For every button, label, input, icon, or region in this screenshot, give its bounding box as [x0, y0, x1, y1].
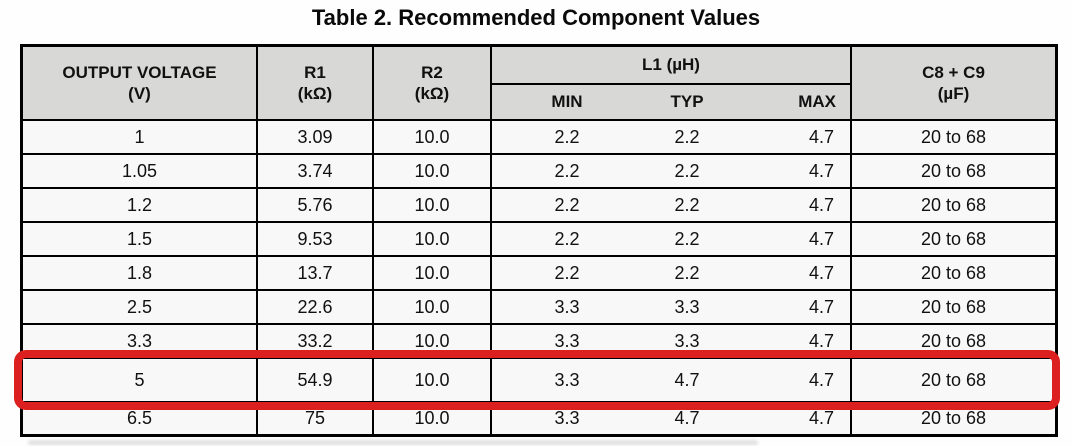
table-row: 1.05 3.74 10.0 2.2 2.2 4.7 20 to 68 — [23, 155, 1055, 189]
header-r2-line2: (kΩ) — [414, 84, 450, 103]
header-l1-max: MAX — [798, 92, 836, 111]
cell-output-voltage: 1.2 — [23, 189, 258, 221]
cell-r2: 10.0 — [374, 325, 492, 357]
table-title: Table 2. Recommended Component Values — [311, 5, 761, 30]
cell-l1-min: 2.2 — [554, 160, 580, 181]
cell-r2: 10.0 — [374, 257, 492, 289]
header-l1-label: L1 (µH) — [492, 47, 850, 85]
table-row: 1 3.09 10.0 2.2 2.2 4.7 20 to 68 — [23, 121, 1055, 155]
table-row: 1.5 9.53 10.0 2.2 2.2 4.7 20 to 68 — [23, 223, 1055, 257]
cell-r2: 10.0 — [374, 189, 492, 221]
cell-l1-min: 3.3 — [554, 408, 580, 428]
cell-l1-typ: 3.3 — [674, 330, 700, 351]
cell-c8-c9: 20 to 68 — [920, 160, 987, 181]
header-output-voltage: OUTPUT VOLTAGE (V) — [23, 47, 258, 119]
cell-r2: 10.0 — [374, 291, 492, 323]
cell-l1-max: 4.7 — [732, 189, 852, 221]
cell-r1: 5.76 — [258, 189, 374, 221]
table-header: OUTPUT VOLTAGE (V) R1 (kΩ) R2 (kΩ) L1 (µ… — [23, 47, 1055, 121]
cell-c8-c9: 20 to 68 — [920, 408, 987, 428]
header-c8-c9-line2: (µF) — [937, 84, 970, 103]
table-row: 3.3 33.2 10.0 3.3 3.3 4.7 20 to 68 — [23, 325, 1055, 359]
header-c8-c9: C8 + C9 (µF) — [852, 47, 1055, 119]
cell-c8-c9: 20 to 68 — [920, 330, 987, 351]
component-values-table: OUTPUT VOLTAGE (V) R1 (kΩ) R2 (kΩ) L1 (µ… — [20, 44, 1058, 437]
cell-l1-typ: 3.3 — [674, 296, 700, 317]
cell-c8-c9: 20 to 68 — [920, 194, 987, 215]
header-r1-line1: R1 — [304, 62, 326, 82]
cell-r2: 10.0 — [374, 359, 492, 401]
cell-r2: 10.0 — [374, 223, 492, 255]
cell-l1-typ: 2.2 — [674, 160, 700, 181]
header-l1-group: L1 (µH) MIN TYP MAX — [492, 47, 852, 119]
cell-output-voltage: 1.8 — [23, 257, 258, 289]
cell-l1-min: 2.2 — [554, 194, 580, 215]
cell-r2: 10.0 — [374, 155, 492, 187]
cell-output-voltage: 1.5 — [23, 223, 258, 255]
cell-r1: 54.9 — [258, 359, 374, 401]
cell-l1-min: 2.2 — [554, 126, 580, 147]
cell-r1: 22.6 — [258, 291, 374, 323]
cell-l1-max: 4.7 — [732, 257, 852, 289]
header-l1-subrow: MIN TYP MAX — [492, 85, 850, 119]
cell-l1-min: 3.3 — [554, 330, 580, 351]
header-output-voltage-line2: (V) — [128, 84, 151, 103]
cell-c8-c9: 20 to 68 — [920, 126, 987, 147]
cell-l1-typ: 2.2 — [674, 262, 700, 283]
cell-l1-max: 4.7 — [732, 291, 852, 323]
header-r1: R1 (kΩ) — [258, 47, 374, 119]
cell-l1-typ: 2.2 — [674, 228, 700, 249]
cell-l1-min: 2.2 — [554, 262, 580, 283]
cell-l1-max: 4.7 — [732, 155, 852, 187]
cell-output-voltage: 2.5 — [23, 291, 258, 323]
cell-l1-min: 2.2 — [554, 228, 580, 249]
cell-l1-max: 4.7 — [732, 359, 852, 401]
cell-output-voltage: 5 — [23, 359, 258, 401]
cell-l1-typ: 2.2 — [674, 194, 700, 215]
cell-c8-c9: 20 to 68 — [920, 228, 987, 249]
cell-output-voltage: 1.05 — [23, 155, 258, 187]
table-row: 2.5 22.6 10.0 3.3 3.3 4.7 20 to 68 — [23, 291, 1055, 325]
header-r2-line1: R2 — [421, 62, 443, 82]
cell-output-voltage: 6.5 — [23, 403, 258, 434]
cell-c8-c9: 20 to 68 — [920, 296, 987, 317]
cell-r1: 3.09 — [258, 121, 374, 153]
cell-r1: 33.2 — [258, 325, 374, 357]
cell-l1-max: 4.7 — [732, 403, 852, 434]
cutoff-artifact — [28, 440, 758, 445]
cell-l1-typ: 4.7 — [674, 408, 700, 428]
header-r2: R2 (kΩ) — [374, 47, 492, 119]
header-output-voltage-line1: OUTPUT VOLTAGE — [62, 62, 217, 82]
cell-output-voltage: 3.3 — [23, 325, 258, 357]
table-row: 6.5 75 10.0 3.3 4.7 4.7 20 to 68 — [23, 403, 1055, 434]
cell-r1: 3.74 — [258, 155, 374, 187]
cell-r1: 75 — [258, 403, 374, 434]
table-row: 1.2 5.76 10.0 2.2 2.2 4.7 20 to 68 — [23, 189, 1055, 223]
cell-r1: 13.7 — [258, 257, 374, 289]
cell-l1-max: 4.7 — [732, 325, 852, 357]
table-row: 1.8 13.7 10.0 2.2 2.2 4.7 20 to 68 — [23, 257, 1055, 291]
cell-c8-c9: 20 to 68 — [920, 262, 987, 283]
cell-r2: 10.0 — [374, 121, 492, 153]
header-c8-c9-line1: C8 + C9 — [922, 62, 985, 82]
cell-l1-max: 4.7 — [732, 121, 852, 153]
cell-l1-max: 4.7 — [732, 223, 852, 255]
cell-l1-min: 3.3 — [554, 369, 580, 390]
header-l1-typ: TYP — [670, 92, 704, 111]
cell-r2: 10.0 — [374, 403, 492, 434]
cell-r1: 9.53 — [258, 223, 374, 255]
cell-output-voltage: 1 — [23, 121, 258, 153]
table-row-highlighted: 5 54.9 10.0 3.3 4.7 4.7 20 to 68 — [23, 359, 1055, 403]
header-r1-line2: (kΩ) — [297, 84, 333, 103]
cell-c8-c9: 20 to 68 — [920, 369, 987, 390]
header-l1-min: MIN — [551, 92, 583, 111]
cell-l1-min: 3.3 — [554, 296, 580, 317]
cell-l1-typ: 4.7 — [674, 369, 700, 390]
cell-l1-typ: 2.2 — [674, 126, 700, 147]
